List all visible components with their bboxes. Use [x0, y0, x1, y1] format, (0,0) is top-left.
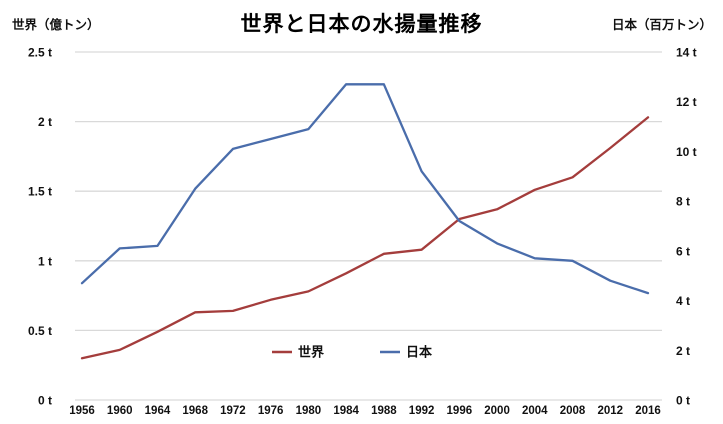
x-axis-tick-label: 1984	[333, 405, 359, 417]
legend-label-world: 世界	[298, 345, 324, 360]
x-axis-tick-label: 2016	[635, 405, 661, 417]
left-axis-tick-label: 2 t	[38, 115, 52, 129]
x-axis-tick-label: 2008	[560, 405, 586, 417]
x-axis-tick-label: 1976	[258, 405, 284, 417]
x-axis-tick-label: 1964	[145, 405, 171, 417]
left-axis-tick-label: 1.5 t	[28, 185, 52, 199]
left-axis-tick-label: 2.5 t	[28, 46, 52, 60]
right-axis-tick-label: 6 t	[676, 244, 690, 258]
left-axis-tick-label: 0 t	[38, 394, 52, 408]
right-axis-tick-label: 10 t	[676, 145, 697, 159]
x-axis-tick-label: 2000	[484, 405, 510, 417]
x-axis-tick-label: 2004	[522, 405, 548, 417]
left-axis-tick-label: 0.5 t	[28, 324, 52, 338]
x-axis-tick-label: 2012	[597, 405, 623, 417]
x-axis-tick-label: 1956	[69, 405, 95, 417]
x-axis-tick-label: 1960	[107, 405, 133, 417]
series-line-world	[80, 116, 650, 360]
right-axis-tick-label: 14 t	[676, 46, 697, 60]
right-axis-tick-label: 12 t	[676, 95, 697, 109]
left-axis-tick-label: 1 t	[38, 254, 52, 268]
series-line-japan	[80, 83, 650, 295]
x-axis-tick-label: 1980	[296, 405, 322, 417]
right-axis-tick-label: 8 t	[676, 195, 690, 209]
right-axis-tick-label: 4 t	[676, 294, 690, 308]
x-axis-tick-label: 1988	[371, 405, 397, 417]
left-axis-header: 世界（億トン）	[12, 18, 100, 32]
legend-label-japan: 日本	[406, 345, 432, 360]
right-axis-header: 日本（百万トン）	[611, 18, 712, 32]
chart-title: 世界と日本の水揚量推移	[240, 13, 483, 36]
right-axis-tick-label: 2 t	[676, 344, 690, 358]
right-axis-tick-label: 0 t	[676, 394, 690, 408]
x-axis-tick-label: 1992	[409, 405, 435, 417]
x-axis-tick-label: 1968	[182, 405, 208, 417]
x-axis-tick-label: 1972	[220, 405, 246, 417]
x-axis-tick-label: 1996	[447, 405, 473, 417]
